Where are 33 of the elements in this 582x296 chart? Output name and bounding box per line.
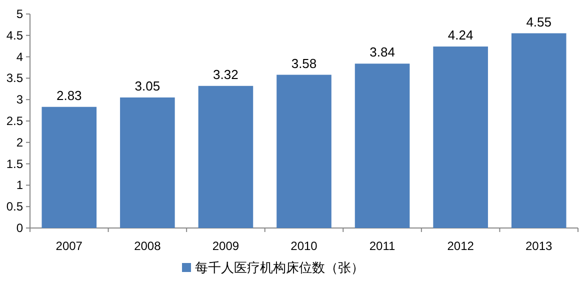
y-tick-label: 3.5 — [6, 71, 24, 86]
x-tick-label: 2008 — [134, 239, 162, 253]
y-tick-label: 3 — [16, 92, 24, 107]
x-tick-label: 2010 — [290, 239, 318, 253]
data-label: 4.24 — [448, 28, 474, 43]
x-tick-label: 2013 — [526, 239, 553, 253]
x-tick-label: 2009 — [212, 239, 240, 253]
x-tick-label: 2011 — [369, 239, 396, 253]
legend: 每千人医疗机构床位数（张） — [182, 260, 364, 275]
bar — [354, 64, 410, 228]
y-tick-label: 4 — [16, 50, 24, 64]
y-tick-label: 1 — [16, 178, 24, 192]
y-tick-label: 4.5 — [6, 28, 24, 42]
data-label: 3.58 — [291, 56, 317, 71]
bar — [198, 86, 254, 228]
bar — [120, 97, 175, 228]
bar — [433, 46, 488, 228]
y-tick-label: 0.5 — [6, 200, 24, 214]
x-tick-label: 2012 — [447, 239, 474, 253]
data-label: 3.84 — [370, 44, 395, 60]
bar — [42, 106, 97, 228]
bar — [276, 74, 332, 228]
y-tick-label: 5 — [16, 7, 24, 21]
x-tick-label: 2007 — [56, 239, 83, 253]
data-label: 2.83 — [56, 88, 82, 103]
data-label: 4.55 — [526, 14, 552, 30]
y-tick-label: 2 — [16, 135, 24, 150]
bar — [511, 33, 566, 228]
y-tick-label: 2.5 — [6, 114, 24, 128]
data-label: 3.32 — [213, 66, 238, 82]
data-label: 3.05 — [134, 78, 160, 94]
y-tick-label: 0 — [16, 221, 24, 235]
y-tick-label: 1.5 — [6, 156, 24, 171]
